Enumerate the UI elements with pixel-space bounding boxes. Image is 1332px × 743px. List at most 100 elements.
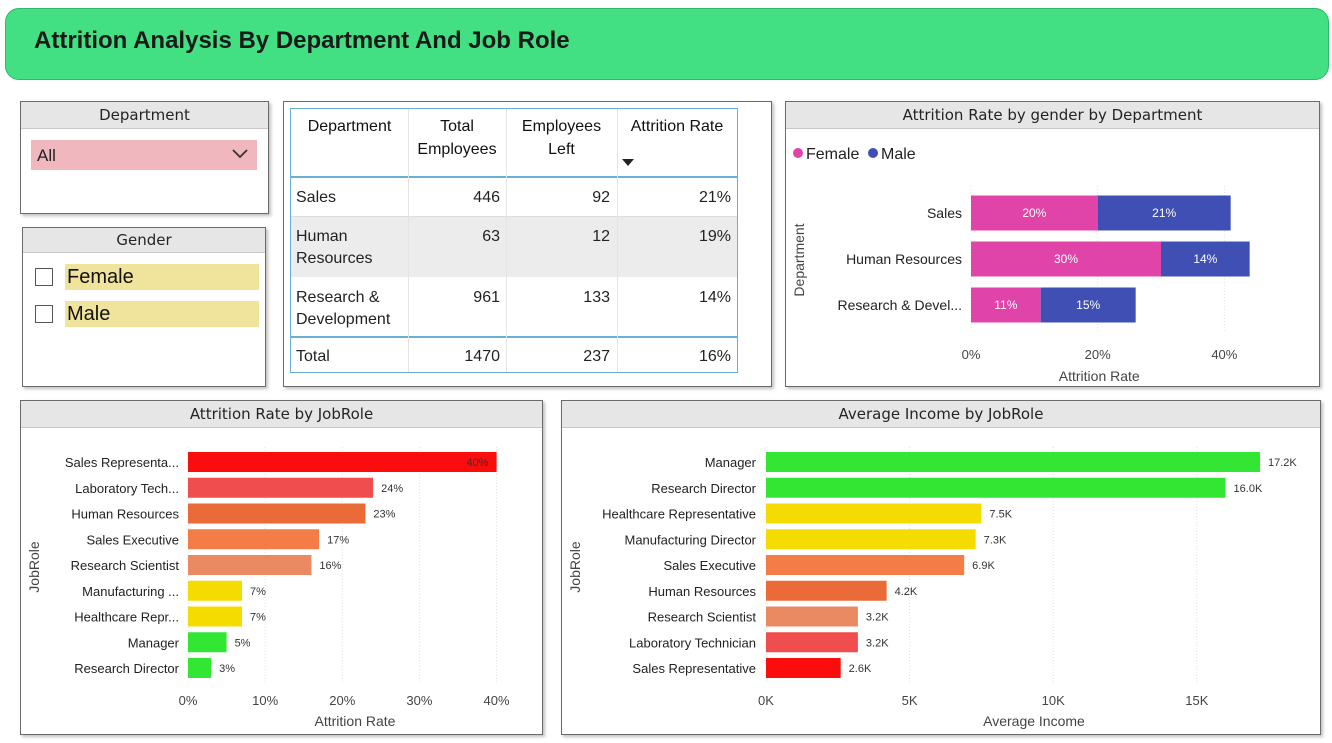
x-tick-label: 5K bbox=[902, 693, 918, 708]
data-label: 14% bbox=[1193, 252, 1217, 266]
data-label: 17% bbox=[327, 534, 349, 546]
table-row bbox=[291, 277, 737, 336]
total-employees-value: 1470 bbox=[464, 348, 500, 365]
bar-male bbox=[1097, 195, 1231, 231]
department-slicer: Department All bbox=[20, 101, 269, 214]
data-label: 3% bbox=[219, 663, 235, 675]
department-dropdown[interactable]: All bbox=[31, 140, 257, 170]
bar bbox=[766, 503, 982, 524]
data-label: 7% bbox=[250, 586, 266, 598]
bar bbox=[188, 452, 497, 472]
y-tick-label: Human Resources bbox=[648, 584, 756, 599]
y-tick-label: Sales Executive bbox=[87, 532, 180, 547]
data-label: 7.5K bbox=[989, 509, 1012, 521]
x-axis-title: Average Income bbox=[983, 713, 1085, 729]
x-tick-label: 40% bbox=[484, 693, 510, 708]
data-label: 16% bbox=[319, 560, 341, 572]
bar bbox=[188, 658, 212, 678]
data-label: 17.2K bbox=[1268, 457, 1297, 469]
data-label: 3.2K bbox=[866, 637, 889, 649]
y-axis-title: JobRole bbox=[567, 541, 583, 593]
y-tick-label: Laboratory Tech... bbox=[75, 481, 179, 496]
bar bbox=[188, 580, 242, 601]
department-slicer-title: Department bbox=[21, 102, 268, 129]
bar-female bbox=[971, 241, 1161, 277]
cell-total-employees: 961 bbox=[473, 289, 500, 306]
data-label: 16.0K bbox=[1234, 483, 1263, 495]
page-title: Attrition Analysis By Department And Job… bbox=[34, 27, 570, 54]
cell-attrition-rate: 14% bbox=[698, 289, 731, 306]
bar bbox=[766, 632, 858, 653]
data-label: 24% bbox=[381, 483, 403, 495]
cell-department: Sales bbox=[296, 189, 337, 206]
gender-slicer: Gender Female Male bbox=[22, 227, 266, 387]
attrition-jobrole-chart-panel: Attrition Rate by JobRole 0% 10% 20% 30% 40%… bbox=[20, 400, 543, 735]
cell-employees-left: 133 bbox=[583, 289, 610, 306]
bar bbox=[188, 477, 374, 498]
department-table: Department Total Employees Employees Lef… bbox=[290, 108, 738, 373]
y-tick-label: Laboratory Technician bbox=[629, 635, 756, 650]
bar bbox=[188, 606, 242, 627]
attrition-jobrole-chart: 0% 10% 20% 30% 40% Sales Representa... 40% Labo… bbox=[26, 447, 510, 729]
total-label: Total bbox=[296, 348, 330, 365]
cell-attrition-rate: 21% bbox=[698, 189, 731, 206]
x-tick-label: 0% bbox=[962, 347, 981, 362]
title-banner: Attrition Analysis By Department And Job… bbox=[5, 8, 1329, 80]
data-label: 23% bbox=[373, 509, 395, 521]
x-tick-label: 15K bbox=[1185, 693, 1208, 708]
cell-total-employees: 446 bbox=[473, 189, 500, 206]
y-tick-label: Sales Executive bbox=[664, 558, 757, 573]
y-tick-label: Research & Devel... bbox=[838, 297, 963, 313]
gender-option-female[interactable]: Female bbox=[35, 264, 261, 290]
gender-option-male[interactable]: Male bbox=[35, 301, 261, 327]
chart-title: Attrition Rate by JobRole bbox=[21, 401, 542, 428]
col-header-total-employees[interactable]: Total Employees bbox=[417, 118, 497, 158]
total-left-value: 237 bbox=[583, 348, 610, 365]
cell-total-employees: 63 bbox=[482, 228, 500, 245]
bar-female bbox=[971, 195, 1098, 231]
data-label: 21% bbox=[1152, 206, 1176, 220]
data-label: 30% bbox=[1054, 252, 1078, 266]
x-tick-label: 30% bbox=[406, 693, 432, 708]
chart-title: Average Income by JobRole bbox=[562, 401, 1320, 428]
data-label: 15% bbox=[1076, 298, 1100, 312]
y-axis-title: JobRole bbox=[26, 541, 42, 593]
cell-department: Research & Development bbox=[296, 289, 391, 328]
y-tick-label: Research Director bbox=[74, 661, 179, 676]
y-tick-label: Sales Representa... bbox=[65, 455, 179, 470]
bar bbox=[188, 503, 366, 524]
gender-slicer-title: Gender bbox=[23, 228, 265, 253]
data-label: 7% bbox=[250, 612, 266, 624]
bar-female bbox=[971, 287, 1041, 323]
chart-title: Attrition Rate by gender by Department bbox=[786, 102, 1319, 129]
data-label: 2.6K bbox=[849, 663, 872, 675]
female-checkbox[interactable] bbox=[35, 268, 53, 286]
bar bbox=[188, 555, 312, 575]
col-header-employees-left[interactable]: Employees Left bbox=[521, 118, 602, 158]
col-header-department[interactable]: Department bbox=[307, 118, 392, 135]
legend-label-male: Male bbox=[881, 146, 916, 163]
x-tick-label: 20% bbox=[1085, 347, 1111, 362]
y-tick-label: Human Resources bbox=[71, 507, 179, 522]
y-tick-label: Manufacturing Director bbox=[625, 532, 757, 547]
cell-department: Human Resources bbox=[296, 228, 373, 267]
x-tick-label: 10% bbox=[252, 693, 278, 708]
y-tick-label: Human Resources bbox=[846, 251, 962, 267]
legend-label-female: Female bbox=[806, 146, 859, 163]
data-label: 40% bbox=[467, 457, 489, 469]
col-header-attrition-rate[interactable]: Attrition Rate bbox=[630, 118, 724, 135]
data-label: 4.2K bbox=[895, 586, 918, 598]
male-checkbox[interactable] bbox=[35, 305, 53, 323]
table-row bbox=[291, 216, 737, 279]
bar bbox=[766, 658, 841, 678]
bar bbox=[766, 477, 1226, 498]
bar bbox=[188, 632, 227, 653]
y-tick-label: Research Director bbox=[651, 481, 756, 496]
table-row bbox=[291, 178, 737, 216]
x-axis-title: Attrition Rate bbox=[315, 713, 396, 729]
x-tick-label: 20% bbox=[329, 693, 355, 708]
sort-descending-icon[interactable] bbox=[622, 159, 634, 167]
x-tick-label: 40% bbox=[1211, 347, 1237, 362]
chevron-down-icon bbox=[232, 149, 248, 159]
y-tick-label: Research Scientist bbox=[71, 558, 180, 573]
